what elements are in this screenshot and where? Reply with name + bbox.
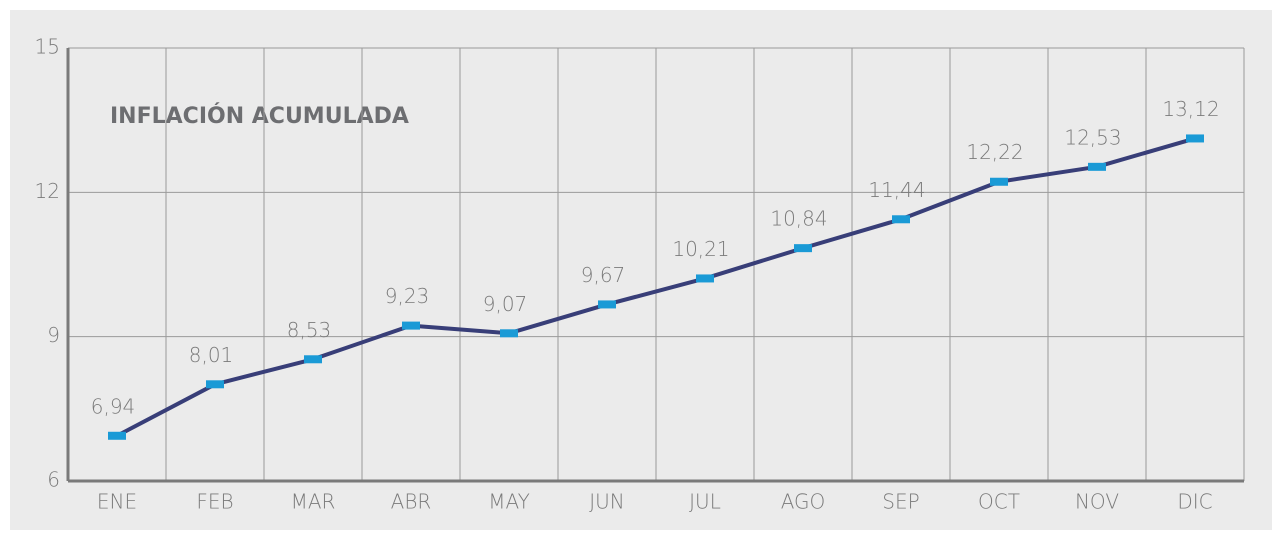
x-tick-label: DIC: [1177, 490, 1212, 514]
marker: [1186, 134, 1204, 143]
x-tick-label: JUL: [689, 490, 721, 514]
line: [116, 136, 1196, 438]
data-label: 9,07: [483, 292, 528, 316]
marker: [696, 274, 714, 283]
data-label: 9,67: [581, 263, 626, 287]
marker: [794, 244, 812, 253]
chart-title: INFLACIÓN ACUMULADA: [110, 103, 409, 129]
marker: [892, 215, 910, 224]
marker: [598, 300, 616, 309]
marker: [206, 380, 224, 389]
data-label: 8,01: [189, 343, 234, 367]
data-label: 12,22: [966, 140, 1023, 164]
marker: [1088, 162, 1106, 171]
marker: [304, 355, 322, 364]
data-label: 12,53: [1064, 125, 1121, 149]
data-label: 8,53: [287, 318, 332, 342]
data-label: 6,94: [91, 394, 136, 418]
x-tick-label: MAR: [291, 490, 336, 514]
x-tick-label: FEB: [196, 490, 233, 514]
x-tick-label: SEP: [882, 490, 919, 514]
x-tick-label: MAY: [488, 490, 530, 514]
y-tick-label: 9: [47, 323, 60, 347]
x-tick-label: JUN: [589, 490, 625, 514]
panel: [10, 10, 1272, 530]
data-label: 10,21: [672, 237, 729, 261]
marker: [990, 177, 1008, 186]
data-label: 11,44: [868, 178, 925, 202]
x-tick-label: NOV: [1075, 490, 1119, 514]
data-label: 13,12: [1162, 97, 1219, 121]
marker: [500, 329, 518, 338]
y-tick-label: 6: [47, 468, 60, 492]
x-tick-label: OCT: [978, 490, 1020, 514]
x-tick-label: ENE: [97, 490, 137, 514]
y-tick-label: 15: [35, 35, 60, 59]
data-label: 9,23: [385, 284, 430, 308]
data-label: 10,84: [770, 207, 827, 231]
marker: [108, 431, 126, 440]
x-tick-label: AGO: [781, 490, 826, 514]
x-tick-label: ABR: [391, 490, 432, 514]
y-tick-label: 12: [35, 179, 60, 203]
marker: [402, 321, 420, 330]
